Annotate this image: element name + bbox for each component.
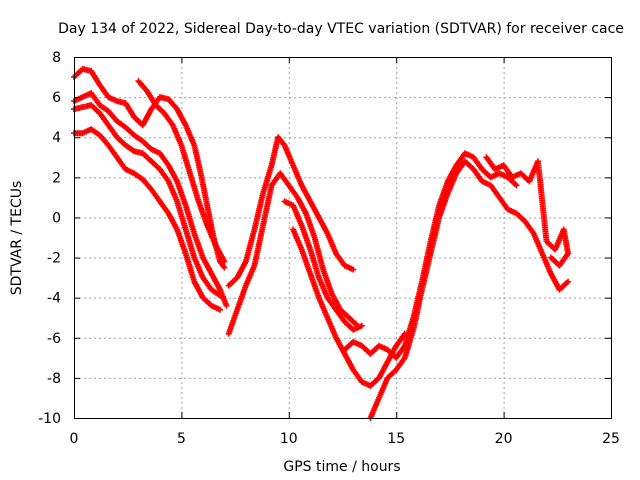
series-afternoon-2 [225,170,361,337]
y-tick-label: 6 [52,90,61,106]
series-markers [135,78,228,265]
x-tick-label: 0 [70,431,79,447]
y-tick-label: 8 [52,50,61,66]
x-tick-label: 25 [602,431,620,447]
y-axis-label: SDTVAR / TECUs [9,181,25,296]
x-tick-label: 5 [177,431,186,447]
series-afternoon-1 [225,134,357,289]
y-tick-label: -6 [47,331,61,347]
series-markers [225,134,357,289]
series-afternoon-4 [290,226,408,389]
y-tick-label: 4 [52,130,61,146]
x-axis-label: GPS time / hours [283,459,400,475]
y-tick-label: -4 [47,291,61,307]
y-axis: -10 -8 -6 -4 -2 0 2 4 6 8 [38,50,611,427]
x-tick-label: 15 [387,431,405,447]
series-evening [483,154,572,269]
y-tick-label: -8 [47,371,61,387]
plot-frame [74,57,612,419]
series-markers [225,170,361,337]
x-tick-label: 10 [280,431,298,447]
y-tick-label: 0 [52,210,61,226]
series-day-5 [135,78,228,265]
series-markers [483,154,572,269]
series-markers [290,226,408,389]
data-marks [71,66,572,421]
x-tick-label: 20 [495,431,513,447]
series-markers [281,198,365,333]
x-axis: 0 5 10 15 20 25 [70,57,620,447]
chart-title: Day 134 of 2022, Sidereal Day-to-day VTE… [58,21,624,37]
y-tick-label: -2 [47,251,61,267]
series-afternoon-3 [281,198,365,333]
y-tick-label: -10 [38,411,61,427]
y-tick-label: 2 [52,170,61,186]
